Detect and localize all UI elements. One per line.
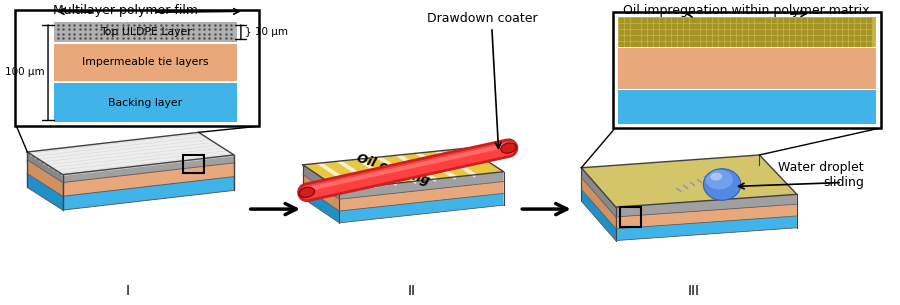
Bar xyxy=(54,83,237,123)
Polygon shape xyxy=(27,152,63,182)
Ellipse shape xyxy=(299,187,315,197)
Polygon shape xyxy=(339,172,504,199)
Polygon shape xyxy=(27,168,234,210)
Polygon shape xyxy=(63,155,234,182)
Polygon shape xyxy=(581,155,796,207)
Polygon shape xyxy=(303,175,339,211)
Text: Multilayer polymer film: Multilayer polymer film xyxy=(53,4,198,17)
Polygon shape xyxy=(339,181,504,211)
Polygon shape xyxy=(303,165,339,199)
Polygon shape xyxy=(303,181,504,223)
Bar xyxy=(54,44,237,81)
Text: } 10 μm: } 10 μm xyxy=(245,27,288,37)
Bar xyxy=(617,90,876,124)
Text: I: I xyxy=(126,284,130,298)
Polygon shape xyxy=(616,194,796,217)
Polygon shape xyxy=(581,178,616,229)
Ellipse shape xyxy=(704,169,741,200)
Text: Water droplet
sliding: Water droplet sliding xyxy=(778,161,864,188)
Polygon shape xyxy=(63,163,234,196)
Text: III: III xyxy=(688,284,699,298)
Text: II: II xyxy=(407,284,415,298)
Bar xyxy=(620,207,642,227)
Polygon shape xyxy=(27,174,63,210)
Text: Top ULDPE Layer: Top ULDPE Layer xyxy=(100,27,192,37)
Ellipse shape xyxy=(710,173,722,181)
Polygon shape xyxy=(616,204,796,229)
Bar xyxy=(54,22,237,42)
Polygon shape xyxy=(339,193,504,223)
Ellipse shape xyxy=(706,170,733,189)
Polygon shape xyxy=(616,216,796,241)
Text: 100 μm: 100 μm xyxy=(5,67,45,77)
Polygon shape xyxy=(303,148,504,189)
Bar xyxy=(183,155,204,173)
Text: Oil coating: Oil coating xyxy=(356,152,432,188)
Polygon shape xyxy=(27,132,234,175)
Text: Drawdown coater: Drawdown coater xyxy=(427,12,537,25)
Bar xyxy=(14,10,258,127)
Polygon shape xyxy=(27,160,63,196)
Text: Impermeable tie layers: Impermeable tie layers xyxy=(82,57,209,67)
Polygon shape xyxy=(63,177,234,210)
Polygon shape xyxy=(581,168,616,217)
Polygon shape xyxy=(581,188,796,241)
Ellipse shape xyxy=(500,143,517,153)
Polygon shape xyxy=(581,189,616,241)
Text: Oil impregnation within polymer matrix: Oil impregnation within polymer matrix xyxy=(624,4,870,17)
Bar xyxy=(613,12,880,128)
Text: Backing layer: Backing layer xyxy=(108,98,183,108)
Bar xyxy=(617,17,876,47)
Polygon shape xyxy=(303,186,339,223)
Bar xyxy=(617,48,876,89)
